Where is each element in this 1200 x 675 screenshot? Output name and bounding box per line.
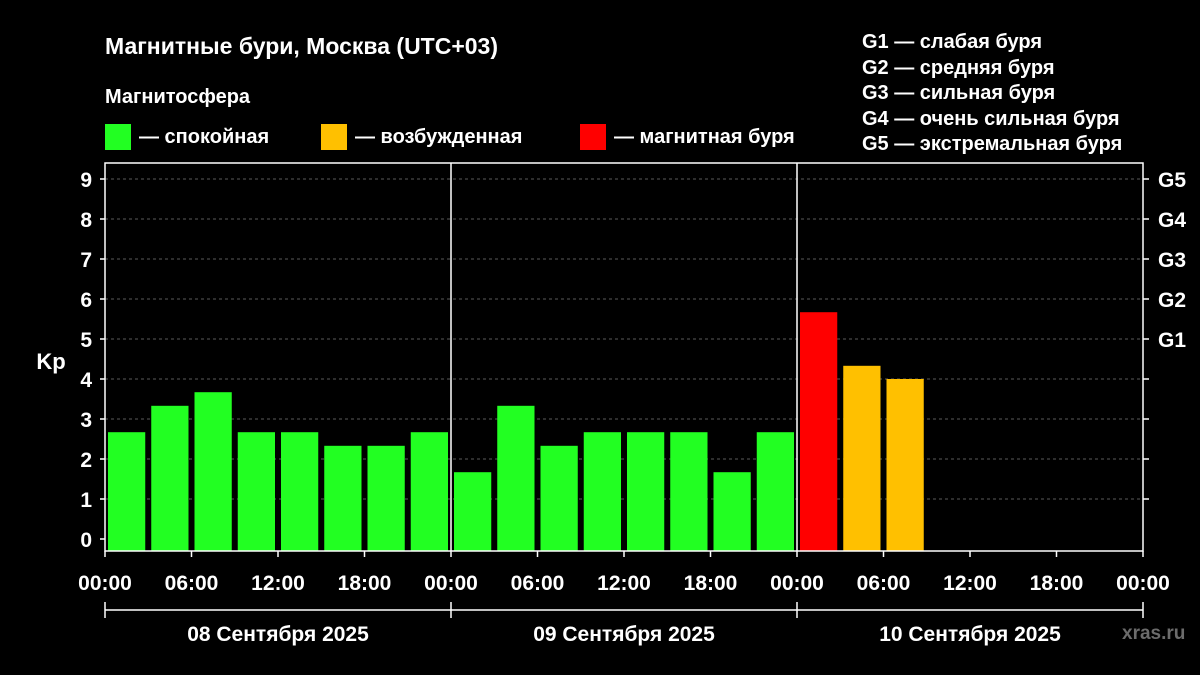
y-tick-label: 7 [80,249,92,272]
g-level-item: G2 — средняя буря [862,56,1055,79]
y-tick-label: 0 [80,529,92,552]
magnetosphere-heading: Магнитосфера [105,86,251,108]
legend-item-quiet: — спокойная [105,122,269,152]
kp-bar [583,432,621,551]
legend-label-unsettled: — возбужденная [355,125,523,148]
watermark: xras.ru [1122,623,1186,644]
y-tick-label: 2 [80,449,92,472]
right-axis-label: G5 [1158,169,1186,192]
right-axis-label: G1 [1158,329,1186,352]
y-tick-label: 8 [80,209,92,232]
kp-bar [194,392,232,551]
kp-bar [454,472,492,551]
kp-bar [497,405,535,551]
x-tick-label: 18:00 [684,572,738,595]
legend-swatch-quiet [105,124,131,150]
day-label: 10 Сентября 2025 [879,623,1061,646]
y-tick-label: 5 [80,329,92,352]
x-tick-label: 06:00 [511,572,565,595]
y-tick-label: 6 [80,289,92,312]
y-tick-label: 1 [80,489,92,512]
kp-bar [886,379,924,551]
legend-swatch-storm [580,124,606,150]
kp-bar [281,432,319,551]
chart-title: Магнитные бури, Москва (UTC+03) [105,33,499,59]
y-axis-label: Kp [36,349,65,374]
day-label: 08 Сентября 2025 [187,623,369,646]
y-tick-label: 3 [80,409,92,432]
g-level-item: G3 — сильная буря [862,82,1056,104]
x-tick-label: 12:00 [251,572,305,595]
kp-bar [756,432,794,551]
legend-label-storm: — магнитная буря [614,125,795,148]
x-tick-label: 06:00 [857,572,911,595]
legend-item-unsettled: — возбужденная [321,122,522,152]
g-level-item: G1 — слабая буря [862,31,1043,53]
kp-bar [713,472,751,551]
kp-bar [540,445,578,551]
x-tick-label: 18:00 [338,572,392,595]
g-level-legend: G1 — слабая буря G2 — средняя буря G3 — … [862,30,1122,158]
right-axis-label: G2 [1158,289,1186,312]
g-level-item: G4 — очень сильная буря [862,107,1120,130]
right-axis-label: G3 [1158,249,1186,272]
day-label: 09 Сентября 2025 [533,623,715,646]
right-axis-label: G4 [1158,209,1186,232]
y-tick-label: 4 [80,369,92,392]
x-tick-label: 06:00 [165,572,219,595]
x-tick-label: 00:00 [770,572,824,595]
kp-bar [843,365,881,551]
x-tick-label: 00:00 [424,572,478,595]
legend-item-storm: — магнитная буря [580,122,795,152]
kp-bar [627,432,665,551]
g-level-item: G5 — экстремальная буря [862,133,1123,155]
x-tick-label: 18:00 [1030,572,1084,595]
kp-bar [800,312,838,551]
kp-bar [410,432,448,551]
kp-bar [324,445,362,551]
y-tick-label: 9 [80,169,92,192]
x-tick-label: 00:00 [78,572,132,595]
x-tick-label: 12:00 [597,572,651,595]
kp-bar [151,405,189,551]
kp-bar [237,432,275,551]
kp-bar [367,445,405,551]
x-tick-label: 00:00 [1116,572,1170,595]
kp-bar [108,432,146,551]
kp-bar [670,432,708,551]
legend-label-quiet: — спокойная [139,125,270,148]
x-tick-label: 12:00 [943,572,997,595]
legend-swatch-unsettled [321,124,347,150]
